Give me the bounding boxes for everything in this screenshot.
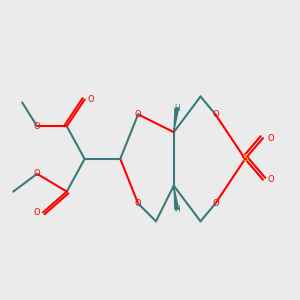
- Text: O: O: [87, 95, 94, 104]
- Text: O: O: [267, 175, 274, 184]
- Text: O: O: [135, 110, 141, 119]
- Text: O: O: [34, 208, 40, 217]
- Text: O: O: [212, 199, 219, 208]
- Polygon shape: [174, 108, 178, 132]
- Text: O: O: [34, 169, 40, 178]
- Text: O: O: [212, 110, 219, 119]
- Text: O: O: [34, 122, 40, 131]
- Text: O: O: [267, 134, 274, 142]
- Polygon shape: [174, 186, 178, 210]
- Text: O: O: [135, 199, 141, 208]
- Text: S: S: [242, 154, 248, 164]
- Text: H: H: [174, 205, 180, 214]
- Text: H: H: [174, 104, 180, 113]
